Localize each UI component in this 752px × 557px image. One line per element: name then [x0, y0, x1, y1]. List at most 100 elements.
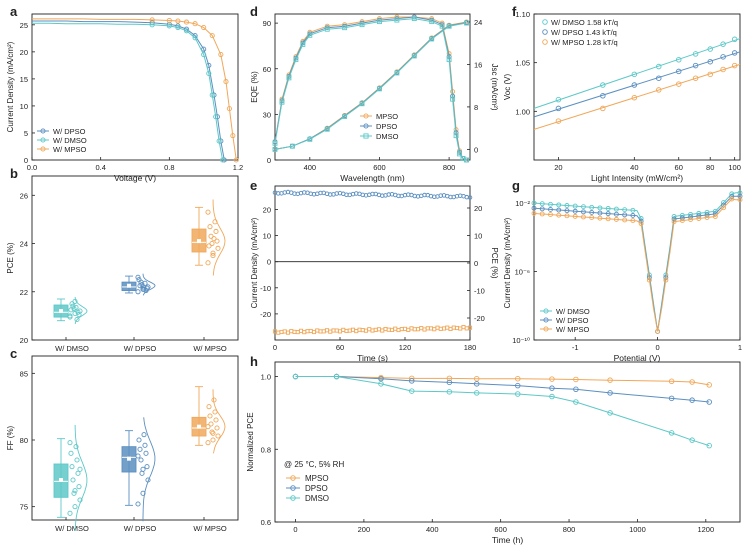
stability-point-MPSO [573, 376, 579, 383]
x-tick-label: 200 [358, 525, 371, 534]
panel-label-d: d [250, 4, 258, 19]
current-density-point [282, 329, 287, 334]
dark-jv-point-MPSO [655, 328, 661, 334]
y-tick-label: 1.0 [261, 373, 271, 382]
box-mean [59, 478, 63, 482]
data-point [137, 446, 143, 452]
pce-point [467, 195, 473, 200]
voc-point-DPSO [600, 93, 606, 99]
jv-point-MPSO [223, 79, 229, 85]
dark-jv-point-DMSO [688, 211, 694, 217]
legend-marker [290, 475, 296, 481]
current-density-point [328, 329, 333, 334]
stability-point-MPSO [607, 377, 613, 383]
stability-point-MPSO [515, 375, 521, 382]
y-axis-label: Normalized PCE [246, 412, 255, 471]
jv-point-DMSO [183, 28, 190, 34]
stability-point-DMSO [515, 391, 521, 397]
stability-point-DPSO [515, 382, 521, 389]
y-tick-label: 85 [20, 369, 28, 378]
y2-tick-label: -20 [474, 314, 485, 323]
dark-jv-point-DMSO [556, 202, 562, 208]
current-density-point [406, 327, 411, 332]
panel-d-frame [274, 13, 471, 161]
y2-axis-label: Jsc (mA/cm²) [490, 63, 499, 110]
x-axis-label: Time (s) [357, 353, 388, 363]
y-tick-label: 20 [263, 205, 271, 214]
data-point [70, 477, 76, 483]
eqe-point-DMSO [272, 140, 278, 146]
panel-e-frame [274, 185, 471, 341]
dark-jv-point-DMSO [696, 210, 702, 216]
jv-point-DMSO [206, 70, 212, 77]
jv-point-DMSO [166, 23, 172, 29]
x-tick-label: 0 [273, 343, 277, 352]
data-point [210, 430, 216, 436]
legend-marker [542, 39, 548, 45]
voc-point-MPSO [555, 118, 562, 124]
data-point [73, 304, 79, 310]
jsc-point-DMSO [342, 114, 348, 119]
dark-jv-point-MPSO [622, 217, 628, 223]
data-point [67, 313, 73, 319]
current-density-point [448, 326, 453, 332]
current-density-point [367, 327, 372, 332]
current-density-point [318, 329, 323, 334]
dark-jv-point-DMSO [671, 214, 677, 219]
stability-point-DPSO [446, 379, 453, 386]
legend-marker [543, 308, 549, 314]
current-density-point [337, 329, 343, 334]
x-tick-label: 1000 [629, 525, 646, 534]
dark-jv-point-DPSO [688, 214, 694, 220]
y-tick-label: 1.05 [515, 59, 530, 68]
dark-jv-point-DPSO [539, 206, 545, 212]
y-tick-label: -20 [260, 310, 271, 319]
panel-h-frame [274, 361, 741, 523]
fit-line-DMSO [533, 38, 741, 109]
voc-point-MPSO [600, 105, 606, 112]
legend-marker [542, 19, 548, 25]
current-density-point [438, 326, 443, 331]
current-density-point [386, 327, 391, 332]
y-axis-label: Voc (V) [503, 74, 512, 101]
panel-label-h: h [250, 354, 258, 369]
y-axis-label: PCE (%) [6, 242, 15, 273]
voc-point-DPSO [707, 58, 713, 65]
voc-point-DMSO [692, 51, 699, 57]
current-density-point [302, 330, 307, 335]
eqe-point-DMSO [464, 157, 469, 163]
y-axis-label: EQE (%) [250, 71, 259, 103]
current-density-point [451, 325, 456, 330]
jv-point-DMSO [192, 35, 198, 41]
jv-point-MPSO [149, 17, 155, 23]
box-mean [197, 424, 201, 429]
data-point [212, 409, 218, 415]
current-density-point [389, 327, 395, 332]
data-point [67, 510, 73, 516]
jv-point-MPSO [201, 24, 207, 31]
current-density-point [441, 326, 447, 331]
fit-line-DPSO [533, 51, 741, 118]
dark-jv-point-DPSO [737, 193, 743, 199]
legend-marker [542, 29, 548, 35]
dark-jv-point-DMSO [597, 205, 603, 211]
y-tick-label: 80 [20, 436, 28, 445]
jv-point-MPSO [183, 19, 190, 25]
y-tick-label: 0.8 [261, 445, 271, 454]
data-point [72, 488, 78, 494]
data-point [135, 289, 141, 295]
y-tick-label: 20 [20, 48, 28, 57]
panel-label-f: f [512, 4, 517, 19]
dark-jv-point-DPSO [613, 211, 619, 217]
current-density-point [292, 329, 297, 334]
box-mean [59, 309, 63, 314]
dark-jv-point-MPSO [737, 197, 743, 203]
y-tick-label: 10 [263, 232, 271, 241]
stability-line-MPSO [295, 376, 710, 386]
fit-line-MPSO [533, 63, 741, 130]
eqe-point-DMSO [453, 133, 459, 139]
dark-jv-point-DMSO [589, 204, 595, 210]
y-tick-label: 1.10 [515, 10, 530, 19]
x-tick-label: 400 [304, 163, 317, 172]
x-tick-label: 120 [399, 343, 412, 352]
